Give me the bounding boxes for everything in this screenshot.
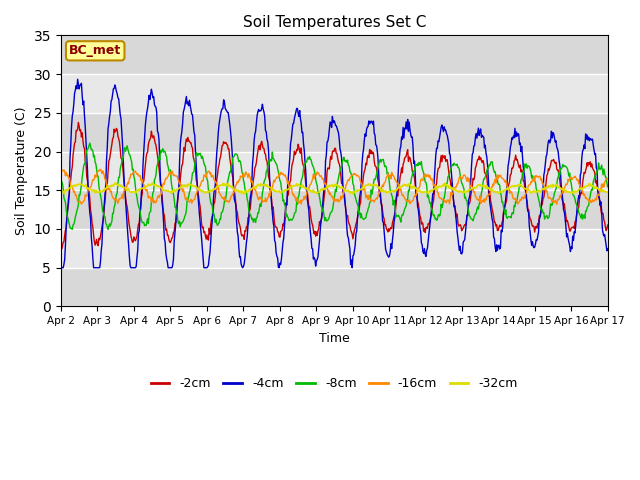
-4cm [417,240,425,246]
-2cm [68,168,76,174]
-4cm [57,265,65,271]
-2cm [403,153,410,159]
Line: -16cm: -16cm [61,169,608,204]
Bar [61,229,608,268]
-4cm [179,109,187,115]
-16cm [417,176,425,182]
-8cm [180,216,188,222]
-16cm [209,173,216,179]
-2cm [58,246,65,252]
-2cm [74,120,82,125]
-8cm [104,227,112,232]
-16cm [401,196,409,202]
-16cm [553,201,561,207]
-32cm [124,188,131,193]
Line: -32cm: -32cm [61,183,608,194]
-8cm [125,149,132,155]
-8cm [604,184,612,190]
-32cm [403,181,410,187]
-2cm [57,241,65,247]
-4cm [74,76,81,82]
-2cm [125,217,132,223]
Bar [61,36,608,74]
-2cm [209,213,217,218]
Line: -2cm: -2cm [61,122,608,249]
-16cm [179,186,187,192]
Line: -4cm: -4cm [61,79,608,268]
-2cm [604,222,612,228]
-8cm [57,176,65,181]
Bar [61,268,608,306]
-16cm [67,184,75,190]
-4cm [401,126,409,132]
Y-axis label: Soil Temperature (C): Soil Temperature (C) [15,107,28,235]
-8cm [403,203,410,209]
-16cm [604,176,612,181]
-32cm [419,189,426,195]
-8cm [209,211,217,216]
Title: Soil Temperatures Set C: Soil Temperatures Set C [243,15,426,30]
-16cm [124,180,132,185]
-32cm [239,191,247,197]
-32cm [57,187,65,193]
-8cm [67,226,75,231]
-16cm [57,167,65,173]
Line: -8cm: -8cm [61,143,608,229]
-4cm [209,217,216,223]
-8cm [86,140,93,146]
-4cm [604,246,612,252]
-32cm [67,184,75,190]
-16cm [97,167,104,172]
Bar [61,113,608,152]
-32cm [148,180,156,186]
-8cm [419,166,426,171]
Legend: -2cm, -4cm, -8cm, -16cm, -32cm: -2cm, -4cm, -8cm, -16cm, -32cm [146,372,523,396]
-32cm [179,182,187,188]
-32cm [604,189,612,195]
-4cm [124,232,132,238]
Text: BC_met: BC_met [69,44,122,57]
Bar [61,74,608,113]
-2cm [180,144,188,150]
Bar [61,152,608,190]
X-axis label: Time: Time [319,332,349,345]
-2cm [419,219,426,225]
Bar [61,190,608,229]
-4cm [67,142,75,147]
-32cm [209,188,216,194]
